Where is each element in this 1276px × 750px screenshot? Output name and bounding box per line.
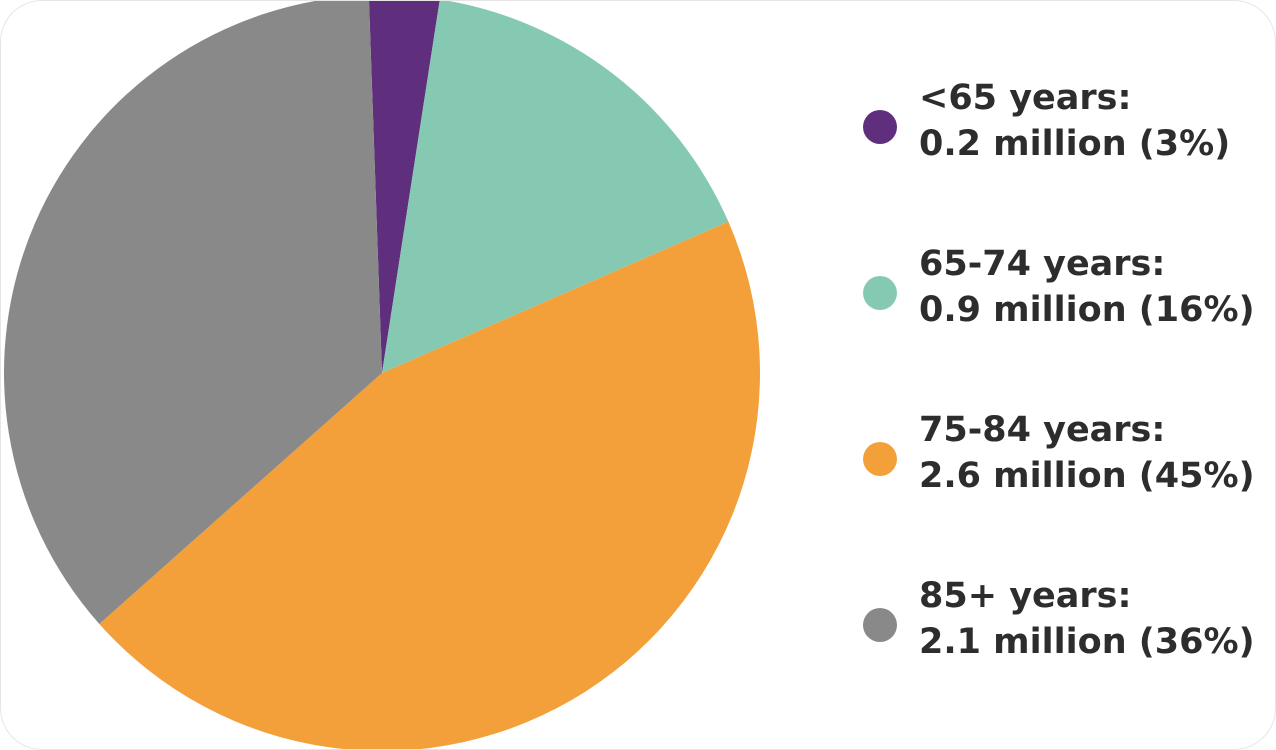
pie-slice (4, 1, 382, 624)
legend-swatch (863, 608, 897, 642)
legend-label: 65-74 years: (919, 244, 1166, 284)
legend-text: 75-84 years: 2.6 million (45%) (919, 407, 1255, 499)
legend-item: 65-74 years: 0.9 million (16%) (863, 239, 1273, 405)
legend-label: 85+ years: (919, 576, 1132, 616)
legend-label: <65 years: (919, 78, 1132, 118)
legend-detail: 0.2 million (3%) (919, 124, 1231, 164)
pie-slice (99, 221, 760, 749)
legend-label: 75-84 years: (919, 410, 1166, 450)
legend-text: 65-74 years: 0.9 million (16%) (919, 241, 1255, 333)
pie-chart (4, 1, 760, 749)
legend: <65 years: 0.2 million (3%) 65-74 years:… (863, 73, 1273, 737)
legend-swatch (863, 110, 897, 144)
legend-detail: 2.1 million (36%) (919, 622, 1255, 662)
legend-item: <65 years: 0.2 million (3%) (863, 73, 1273, 239)
legend-detail: 2.6 million (45%) (919, 456, 1255, 496)
legend-detail: 0.9 million (16%) (919, 290, 1255, 330)
legend-swatch (863, 442, 897, 476)
legend-text: 85+ years: 2.1 million (36%) (919, 573, 1255, 665)
legend-item: 75-84 years: 2.6 million (45%) (863, 405, 1273, 571)
pie-slice (369, 1, 440, 373)
legend-text: <65 years: 0.2 million (3%) (919, 75, 1230, 167)
legend-swatch (863, 276, 897, 310)
pie-slice (382, 1, 729, 373)
legend-item: 85+ years: 2.1 million (36%) (863, 571, 1273, 737)
